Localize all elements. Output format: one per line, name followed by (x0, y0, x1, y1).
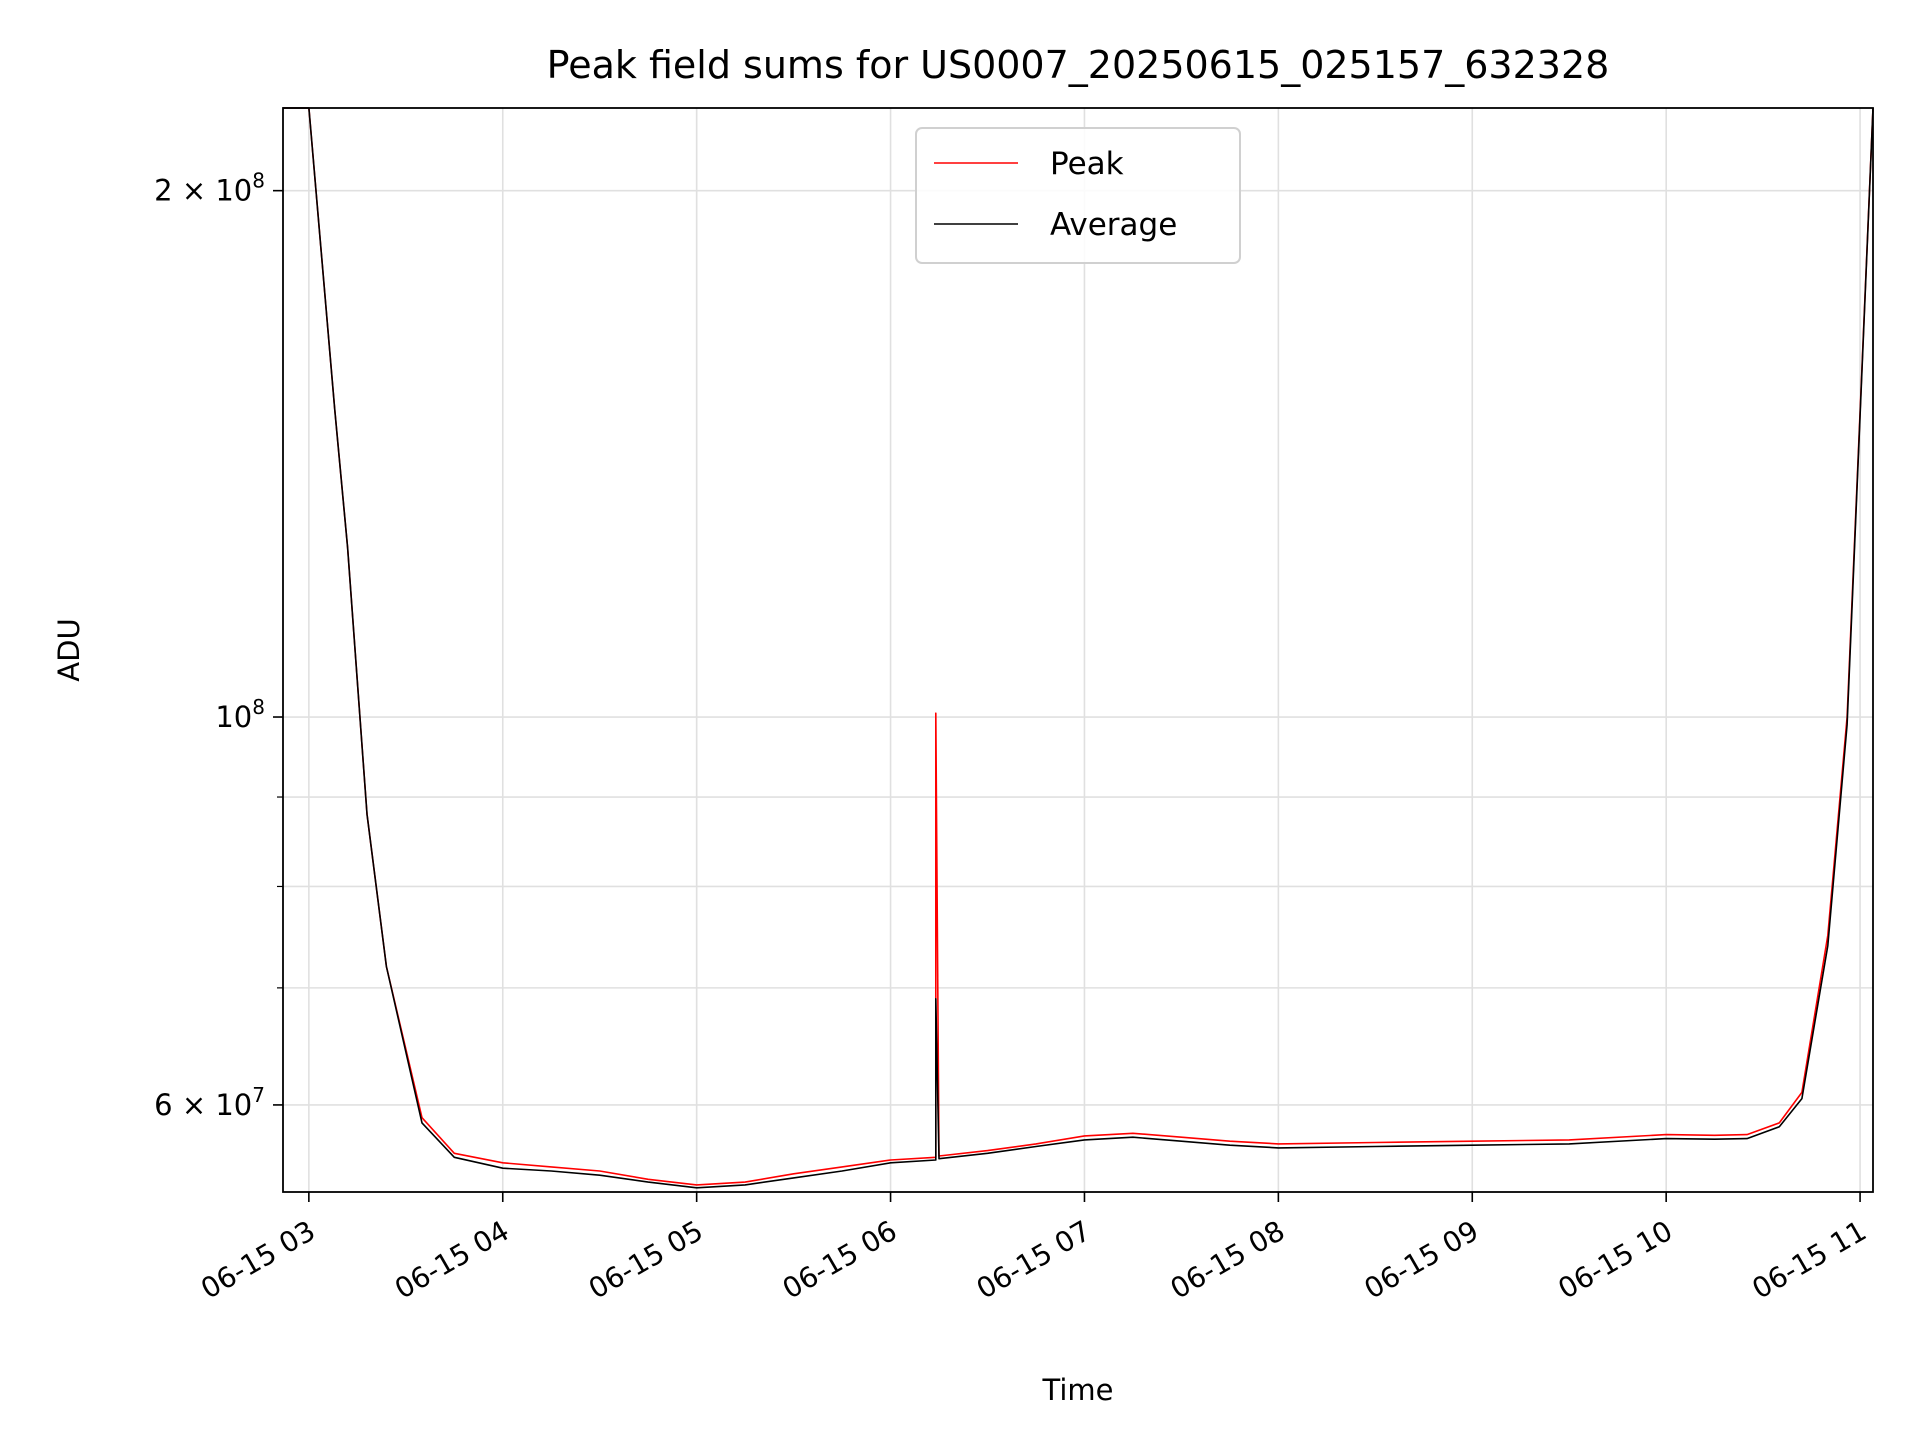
series-line-average (283, 107, 1874, 1189)
y-axis-ticks: 2 × 108 108 6 × 107 (154, 169, 283, 1122)
legend-label-average: Average (1050, 207, 1177, 243)
y-tick-label: 6 × 107 (154, 1083, 265, 1122)
plot-frame (282, 107, 1874, 1193)
legend-label-peak: Peak (1050, 146, 1124, 182)
y-tick-label: 2 × 108 (154, 169, 265, 208)
series-layer (283, 107, 1874, 1189)
legend-box (915, 127, 1241, 264)
y-axis-label: ADU (52, 618, 86, 681)
series-line-peak (283, 107, 1874, 1186)
legend: Peak Average (915, 127, 1241, 264)
y-tick-label: 108 (215, 695, 265, 734)
x-axis-label: Time (1042, 1373, 1114, 1407)
chart-title: Peak field sums for US0007_20250615_0251… (547, 43, 1610, 87)
